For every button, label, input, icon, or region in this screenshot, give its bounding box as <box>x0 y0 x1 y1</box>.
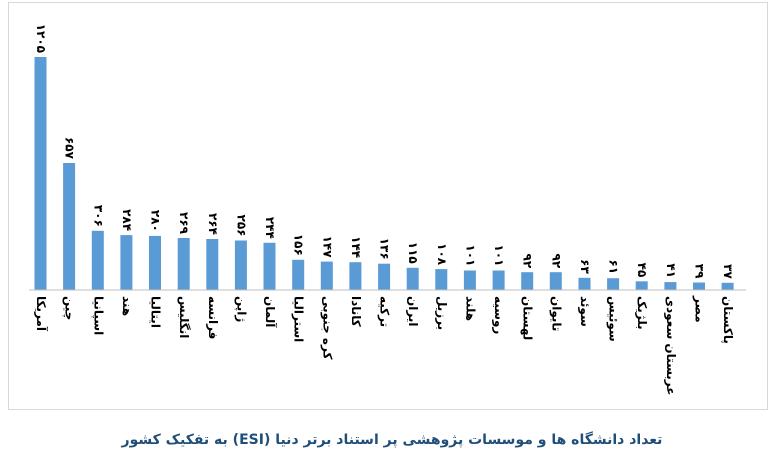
bar-chart: ۱۲۰۵ ۶۵۷ ۳۰۶ ۲۸۴ ۲۸۰ ۲۶۹ ۲۶۴ ۲۵۶ ۲۴۴ ۱۵۶ ۱۴۷ ۱۴۴ ۱۳۶… <box>29 24 746 395</box>
value-label-15: ۱۰۱ <box>463 244 477 266</box>
category-label-23: مصر <box>692 295 706 323</box>
bar-17 <box>521 272 534 290</box>
bar-2 <box>91 230 104 290</box>
value-label-21: ۴۵ <box>635 263 649 278</box>
bar-23 <box>693 282 705 290</box>
value-label-20: ۶۱ <box>607 260 621 275</box>
bar-22 <box>664 282 677 290</box>
category-label-15: هلند <box>463 296 477 321</box>
category-label-22: عربستان سعودی <box>663 296 678 395</box>
value-label-10: ۱۴۷ <box>320 236 334 259</box>
category-label-4: ایتالیا <box>149 296 163 328</box>
value-label-19: ۶۳ <box>578 259 592 274</box>
bar-8 <box>263 242 276 290</box>
category-label-10: کره جنوبی <box>319 296 334 359</box>
bar-21 <box>635 281 648 290</box>
bar-24 <box>721 282 734 290</box>
bar-18 <box>549 272 562 290</box>
bar-14 <box>435 269 448 290</box>
value-label-8: ۲۴۴ <box>263 217 277 239</box>
category-label-19: سوئد <box>577 296 592 327</box>
bar-0 <box>34 57 47 290</box>
bars-layer <box>34 57 734 290</box>
category-label-13: ایران <box>406 296 420 326</box>
value-label-11: ۱۴۴ <box>349 236 363 258</box>
bar-12 <box>378 263 391 290</box>
category-label-16: روسیه <box>491 296 506 334</box>
bar-9 <box>292 259 305 290</box>
value-label-14: ۱۰۸ <box>435 243 449 266</box>
category-label-12: ترکیه <box>378 296 392 327</box>
value-label-9: ۱۵۶ <box>292 234 306 256</box>
category-label-0: آمریکا <box>34 296 49 332</box>
category-label-11: کانادا <box>349 296 363 327</box>
category-label-21: بلژیک <box>635 296 649 330</box>
bar-3 <box>120 235 133 290</box>
bar-5 <box>177 238 190 290</box>
bar-4 <box>149 235 161 290</box>
category-label-8: آلمان <box>263 296 278 328</box>
category-label-17: لهستان <box>521 296 535 340</box>
chart-caption: تعداد دانشگاه ها و موسسات پژوهشی پر استن… <box>121 432 663 448</box>
category-label-1: چین <box>63 296 77 320</box>
bar-15 <box>463 270 476 290</box>
value-label-4: ۲۸۰ <box>149 210 163 232</box>
value-label-12: ۱۳۶ <box>378 238 392 260</box>
category-label-7: ژاپن <box>234 296 248 322</box>
bar-10 <box>320 261 333 290</box>
value-label-16: ۱۰۱ <box>492 244 506 266</box>
category-label-5: انگلیس <box>177 296 191 338</box>
value-label-23: ۳۹ <box>692 264 706 279</box>
bar-13 <box>406 267 419 290</box>
value-label-6: ۲۶۴ <box>206 213 220 235</box>
bar-20 <box>607 278 620 290</box>
bar-19 <box>578 277 591 290</box>
value-label-5: ۲۶۹ <box>177 212 191 235</box>
category-label-18: تایوان <box>548 296 563 331</box>
value-label-7: ۲۵۶ <box>234 215 248 237</box>
bar-7 <box>234 240 247 290</box>
value-label-2: ۳۰۶ <box>91 205 105 227</box>
value-labels-layer: ۱۲۰۵ ۶۵۷ ۳۰۶ ۲۸۴ ۲۸۰ ۲۶۹ ۲۶۴ ۲۵۶ ۲۴۴ ۱۵۶ ۱۴۷ ۱۴۴ ۱۳۶… <box>34 24 735 280</box>
value-label-0: ۱۲۰۵ <box>34 24 48 53</box>
category-label-3: هند <box>120 296 134 316</box>
value-label-3: ۲۸۴ <box>120 209 134 231</box>
bar-6 <box>206 239 219 290</box>
category-label-14: برزیل <box>435 296 449 330</box>
category-label-24: پاکستان <box>721 296 735 344</box>
value-label-17: ۹۲ <box>521 254 535 269</box>
value-label-1: ۶۵۷ <box>63 137 77 160</box>
category-label-20: سوئیس <box>606 296 621 342</box>
value-label-22: ۴۱ <box>664 263 678 278</box>
category-label-2: اسپانیا <box>91 296 105 335</box>
bar-16 <box>492 270 505 290</box>
value-label-13: ۱۱۵ <box>406 242 420 264</box>
value-label-18: ۹۲ <box>549 254 563 269</box>
chart-frame <box>8 2 768 410</box>
bar-1 <box>63 163 76 290</box>
category-label-9: استرالیا <box>292 296 306 342</box>
category-label-6: فرانسه <box>206 296 220 339</box>
category-labels-layer: آمریکا چین اسپانیا هند ایتالیا انگلیس فرانسه ژا… <box>34 295 735 395</box>
bar-11 <box>349 262 362 290</box>
value-label-24: ۳۷ <box>721 264 735 279</box>
